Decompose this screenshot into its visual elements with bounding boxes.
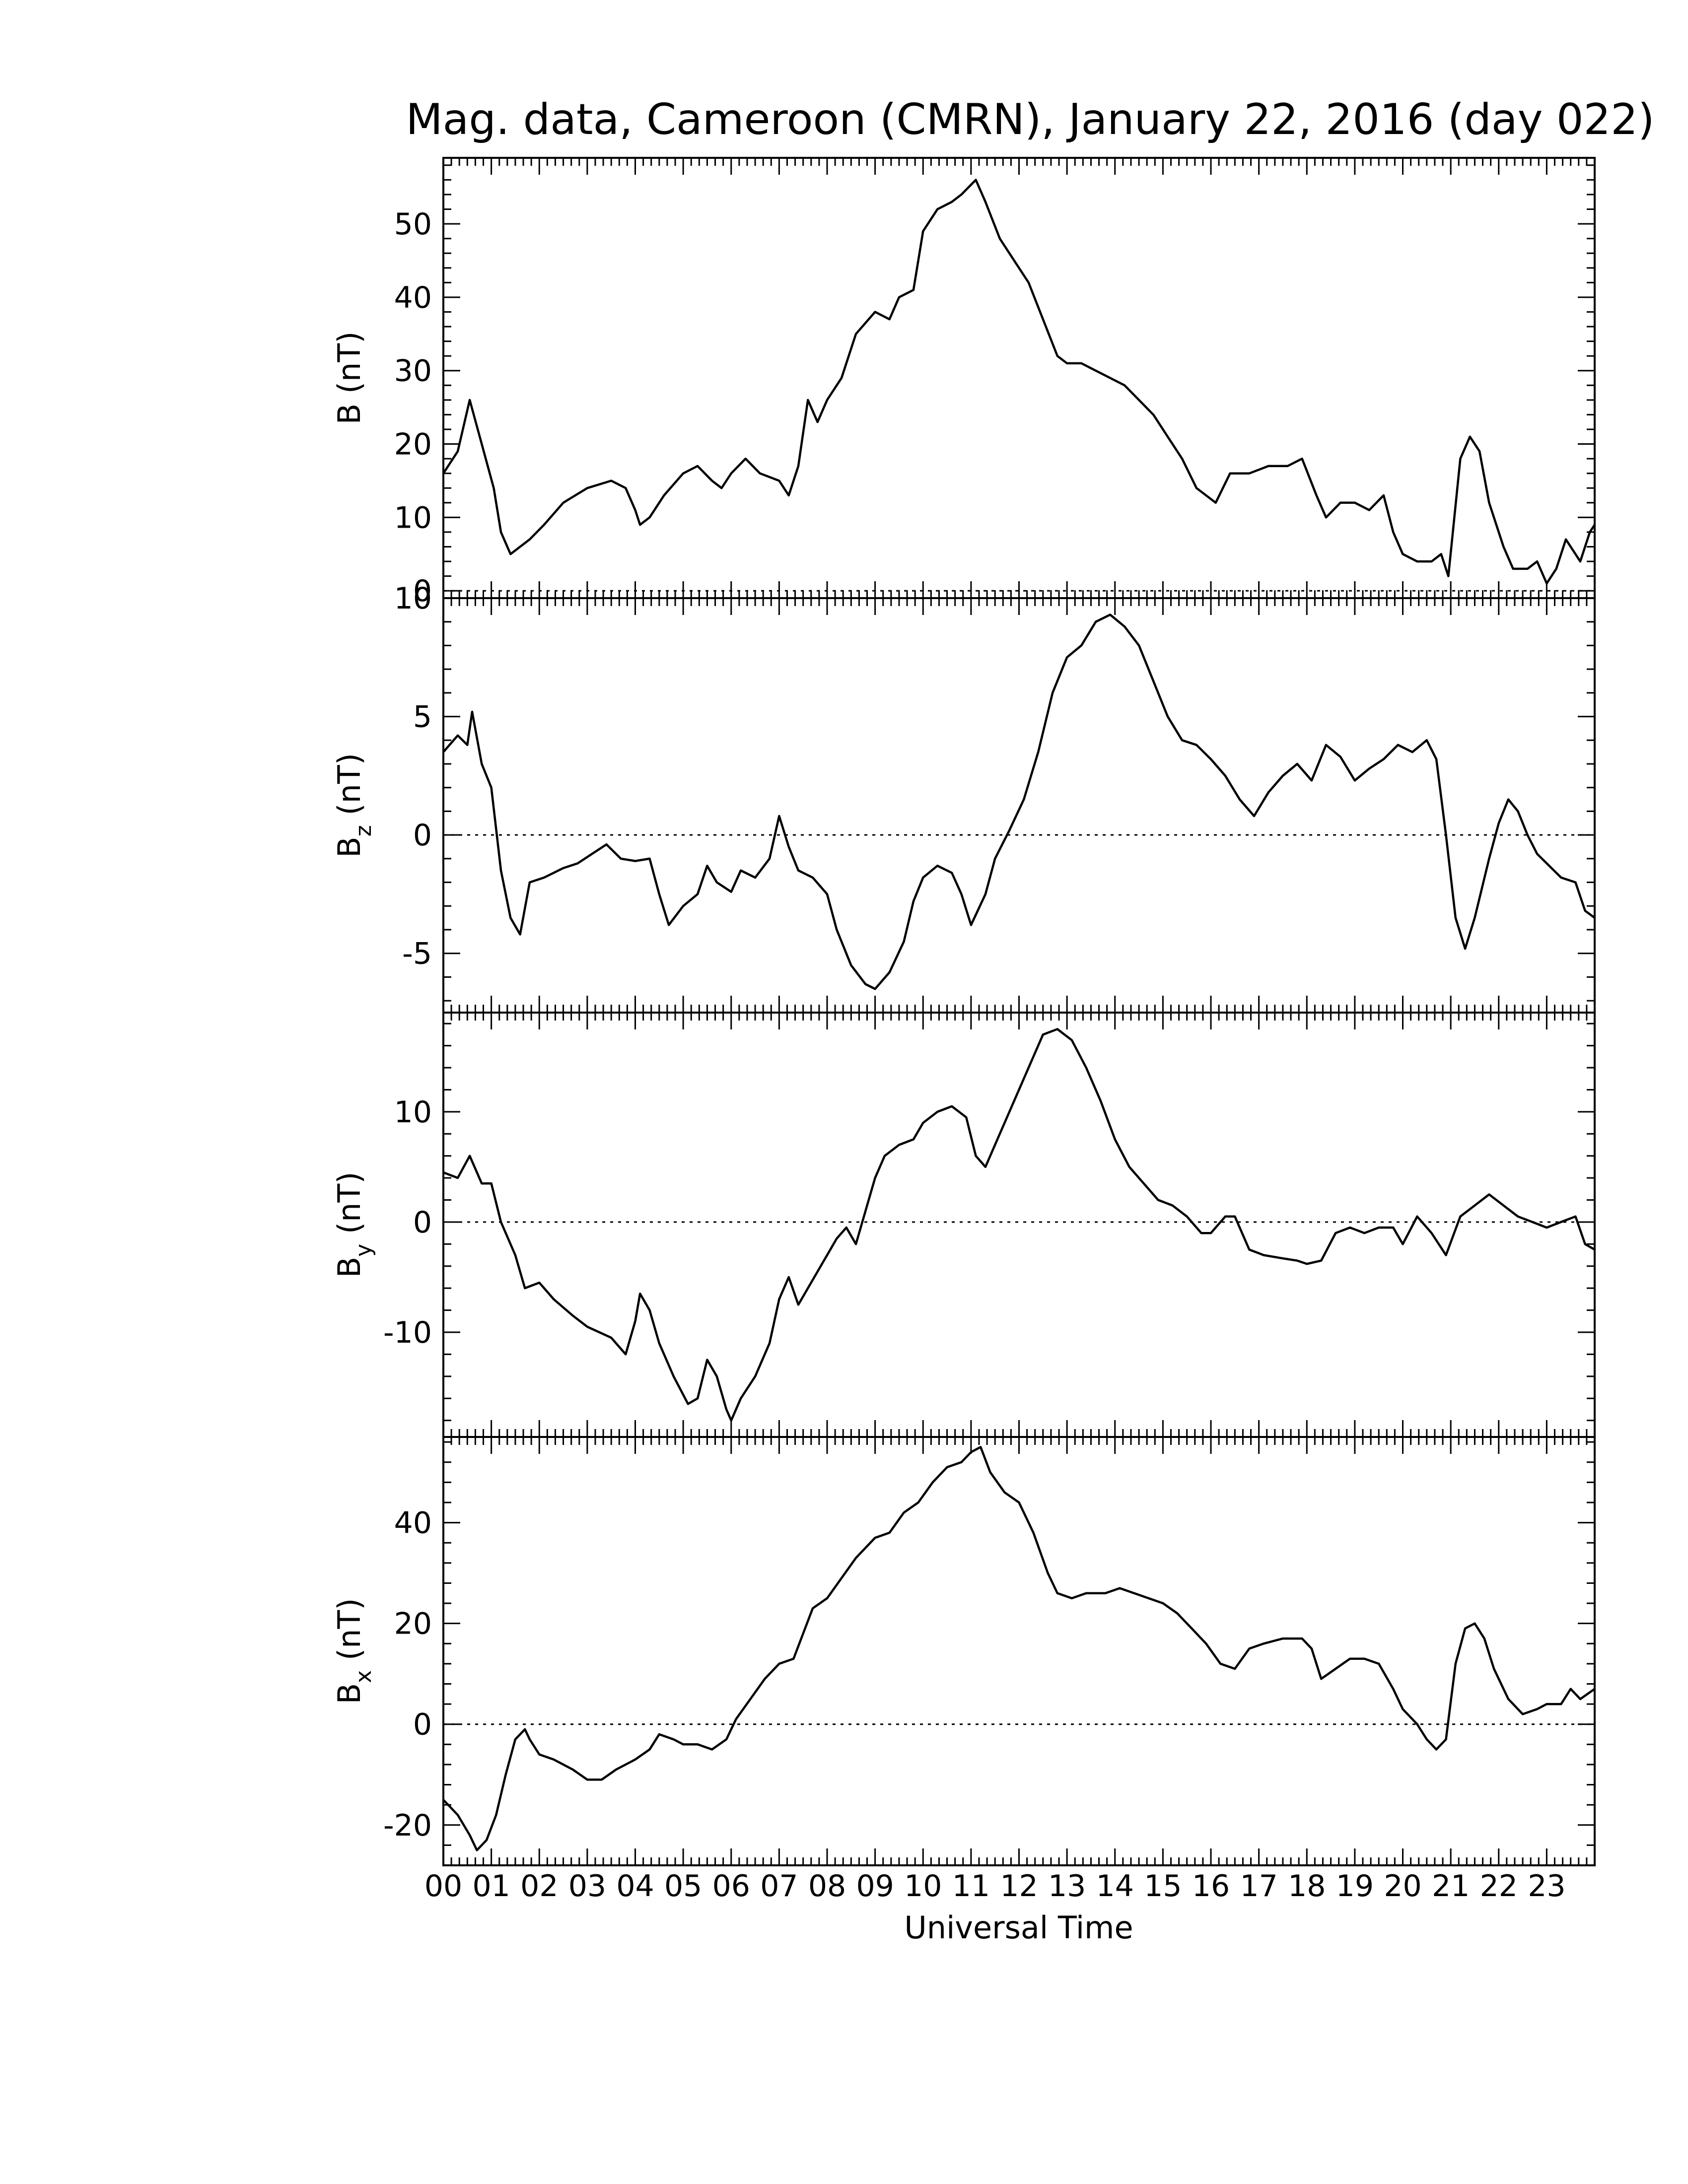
y-tick-label: 0 [413,1205,432,1240]
y-tick-label: -5 [402,937,432,971]
x-tick-label: 18 [1288,1869,1326,1904]
y-axis-label-unit: (nT) [331,1598,367,1670]
y-tick-label: 5 [413,700,432,735]
panel-frame [442,597,1596,1014]
y-axis-label-B: B (nT) [331,332,367,425]
x-tick-label: 07 [760,1869,798,1904]
y-tick-label: 50 [394,207,432,242]
panel-frame [442,1012,1596,1438]
x-axis-label: Universal Time [904,1910,1133,1946]
x-tick-label: 10 [904,1869,942,1904]
y-axis-label-main: B [331,404,367,425]
y-axis-label-main: B [331,1257,367,1278]
y-tick-label: 30 [394,354,432,389]
x-tick-label: 05 [664,1869,702,1904]
y-tick-label: -20 [383,1808,432,1843]
y-axis-label-By: By (nT) [331,1172,376,1278]
x-tick-label: 02 [520,1869,558,1904]
y-tick-label: -10 [383,1315,432,1350]
x-tick-label: 23 [1528,1869,1565,1904]
panel-Bx: -20 0 20 40 Bx (nT) [331,1436,1596,1866]
y-tick-label: 10 [394,581,432,616]
y-axis-label-Bz: Bz (nT) [331,753,376,858]
x-tick-label: 12 [1000,1869,1038,1904]
x-tick-label: 21 [1432,1869,1470,1904]
y-axis-label-subscript: z [351,825,376,836]
y-tick-label: 0 [413,818,432,853]
y-axis-label-subscript: x [351,1670,376,1683]
y-axis-label-Bx: Bx (nT) [331,1598,376,1705]
y-axis-label-main: B [331,1683,367,1705]
x-tick-label: 22 [1480,1869,1518,1904]
y-tick-label: 20 [394,427,432,462]
y-axis-label-unit: (nT) [331,1172,367,1244]
series-line-By [443,1028,1596,1422]
panel-frame [442,157,1596,599]
series-line-Bz [442,614,1596,990]
x-tick-label: 08 [808,1869,846,1904]
x-tick-label: 03 [568,1869,606,1904]
x-tick-label: 04 [616,1869,654,1904]
y-tick-label: 40 [394,1506,432,1541]
x-tick-label: 06 [712,1869,750,1904]
x-tick-label: 00 [424,1869,462,1904]
x-tick-label: 16 [1192,1869,1230,1904]
y-tick-label: 40 [394,280,432,315]
y-tick-label: 0 [413,1707,432,1742]
x-tick-labels: 00 01 02 03 04 05 06 07 08 09 10 11 12 13 14 15 16 17 18 19… [424,1869,1566,1904]
x-tick-label: 19 [1336,1869,1374,1904]
y-tick-label: 0 [413,574,432,609]
panel-Bz: -5 0 5 10 Bz (nT) [331,581,1596,1014]
x-tick-label: 15 [1144,1869,1182,1904]
y-tick-label: 10 [394,500,432,535]
x-tick-label: 17 [1240,1869,1277,1904]
y-axis-label-subscript: y [351,1244,376,1257]
y-axis-label-unit: (nT) [331,753,367,825]
chart-title: Mag. data, Cameroon (CMRN), January 22, … [406,95,1654,144]
x-tick-label: 01 [472,1869,510,1904]
x-tick-label: 11 [952,1869,990,1904]
y-tick-label: 10 [394,1095,432,1130]
x-tick-label: 09 [856,1869,894,1904]
x-tick-label: 14 [1096,1869,1134,1904]
panel-B: 0 10 20 30 40 50 B (nT) [331,157,1596,609]
series-line-Bx [442,1446,1596,1851]
series-line-B [442,179,1596,585]
y-axis-label-unit: (nT) [331,332,367,404]
panel-By: -10 0 10 By (nT) [331,1012,1596,1438]
x-tick-label: 20 [1384,1869,1421,1904]
y-tick-label: 20 [394,1607,432,1641]
y-axis-label-main: B [331,836,367,858]
x-tick-label: 13 [1048,1869,1086,1904]
